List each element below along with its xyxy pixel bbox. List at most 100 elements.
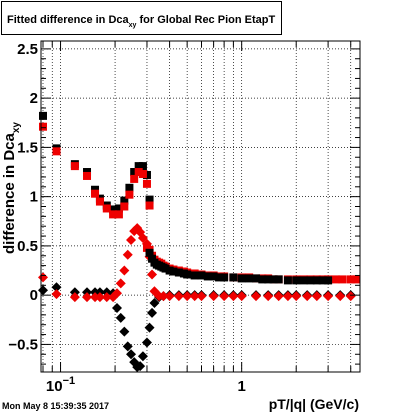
axis-tick-labels: −0.5 0 0.5 1 1.5 2 2.5 10−1 1: [8, 41, 245, 395]
diamond-marker: [119, 265, 130, 276]
diamond-marker: [302, 291, 313, 302]
diamond-marker: [251, 291, 262, 302]
square-marker: [299, 276, 308, 285]
diamond-marker: [263, 291, 274, 302]
diamond-marker: [164, 291, 175, 302]
square-marker: [352, 275, 361, 284]
square-marker: [324, 276, 333, 285]
square-marker: [312, 276, 321, 285]
square-marker: [38, 111, 47, 120]
square-marker: [120, 202, 129, 211]
square-marker: [274, 275, 283, 284]
square-marker: [125, 190, 134, 199]
timestamp: Mon May 8 15:39:35 2017: [2, 401, 109, 411]
square-marker: [52, 147, 61, 156]
square-marker: [142, 179, 151, 188]
diamond-marker: [101, 292, 112, 303]
diamond-marker: [126, 349, 137, 360]
square-marker: [245, 274, 254, 283]
square-marker: [203, 272, 212, 281]
square-marker: [161, 264, 170, 273]
diamond-marker: [335, 291, 346, 302]
diamond-marker: [119, 326, 130, 337]
diamond-marker: [141, 337, 152, 348]
square-marker: [109, 205, 118, 214]
diamond-marker: [147, 269, 158, 280]
diamond-marker: [182, 291, 193, 302]
square-marker: [138, 162, 147, 171]
diamond-marker: [115, 278, 126, 289]
square-marker: [197, 271, 206, 280]
diamond-marker: [219, 291, 230, 302]
diamond-marker: [189, 291, 200, 302]
diamond-marker: [135, 361, 146, 372]
square-marker: [264, 275, 273, 284]
diamond-marker: [323, 291, 334, 302]
square-marker: [114, 204, 123, 213]
axis-ticks: [41, 41, 360, 372]
square-marker: [190, 271, 199, 280]
diamond-marker: [115, 312, 126, 323]
square-marker: [183, 270, 192, 279]
diamond-marker: [37, 285, 48, 296]
diamond-marker: [282, 291, 293, 302]
square-marker: [125, 183, 134, 192]
square-marker: [318, 276, 327, 285]
square-marker: [145, 201, 154, 210]
diamond-marker: [311, 291, 322, 302]
square-marker: [237, 274, 246, 283]
diamond-marker: [82, 292, 93, 303]
square-marker: [83, 171, 92, 180]
y-tick-label: 2: [30, 90, 38, 107]
diamond-marker: [51, 282, 62, 293]
square-marker: [258, 275, 267, 284]
diamond-marker: [137, 351, 148, 362]
diamond-marker: [236, 291, 247, 302]
diamond-marker: [94, 292, 105, 303]
square-marker: [215, 273, 224, 282]
diamond-marker: [112, 288, 123, 299]
square-marker: [174, 268, 183, 277]
diamond-marker: [51, 289, 62, 300]
diamond-marker: [196, 291, 207, 302]
square-marker: [145, 248, 154, 257]
square-marker: [252, 274, 261, 283]
square-marker: [338, 275, 347, 284]
plot-frame: [40, 40, 361, 373]
diamond-marker: [147, 307, 158, 318]
square-marker: [209, 272, 218, 281]
square-marker: [138, 169, 147, 178]
y-axis-label: difference in Dcaxy: [1, 122, 22, 254]
square-marker: [120, 196, 129, 205]
diamond-marker: [122, 341, 133, 352]
square-marker: [134, 168, 143, 177]
diamond-marker: [69, 292, 80, 303]
diamond-marker: [149, 298, 160, 309]
y-tick-label: 0.5: [17, 238, 38, 255]
square-marker: [145, 195, 154, 204]
diamond-marker: [37, 272, 48, 283]
y-tick-label: 0: [30, 287, 38, 304]
square-marker: [331, 275, 340, 284]
diamond-marker: [173, 291, 184, 302]
data-points: [37, 111, 361, 373]
y-tick-label: 1.5: [17, 139, 38, 156]
square-marker: [134, 162, 143, 171]
square-marker: [292, 276, 301, 285]
grid: [41, 41, 360, 372]
square-marker: [169, 267, 178, 276]
square-marker: [269, 275, 278, 284]
square-marker: [70, 162, 79, 171]
square-marker: [114, 210, 123, 219]
diamond-marker: [345, 291, 356, 302]
square-marker: [283, 276, 292, 285]
square-marker: [306, 276, 315, 285]
diamond-marker: [126, 234, 137, 245]
diamond-marker: [112, 302, 123, 313]
x-axis-label: pT/|q| (GeV/c): [269, 396, 359, 412]
diamond-marker: [273, 291, 284, 302]
square-marker: [346, 275, 355, 284]
y-tick-label: −0.5: [8, 336, 38, 353]
x-tick-label: 1: [238, 378, 246, 395]
